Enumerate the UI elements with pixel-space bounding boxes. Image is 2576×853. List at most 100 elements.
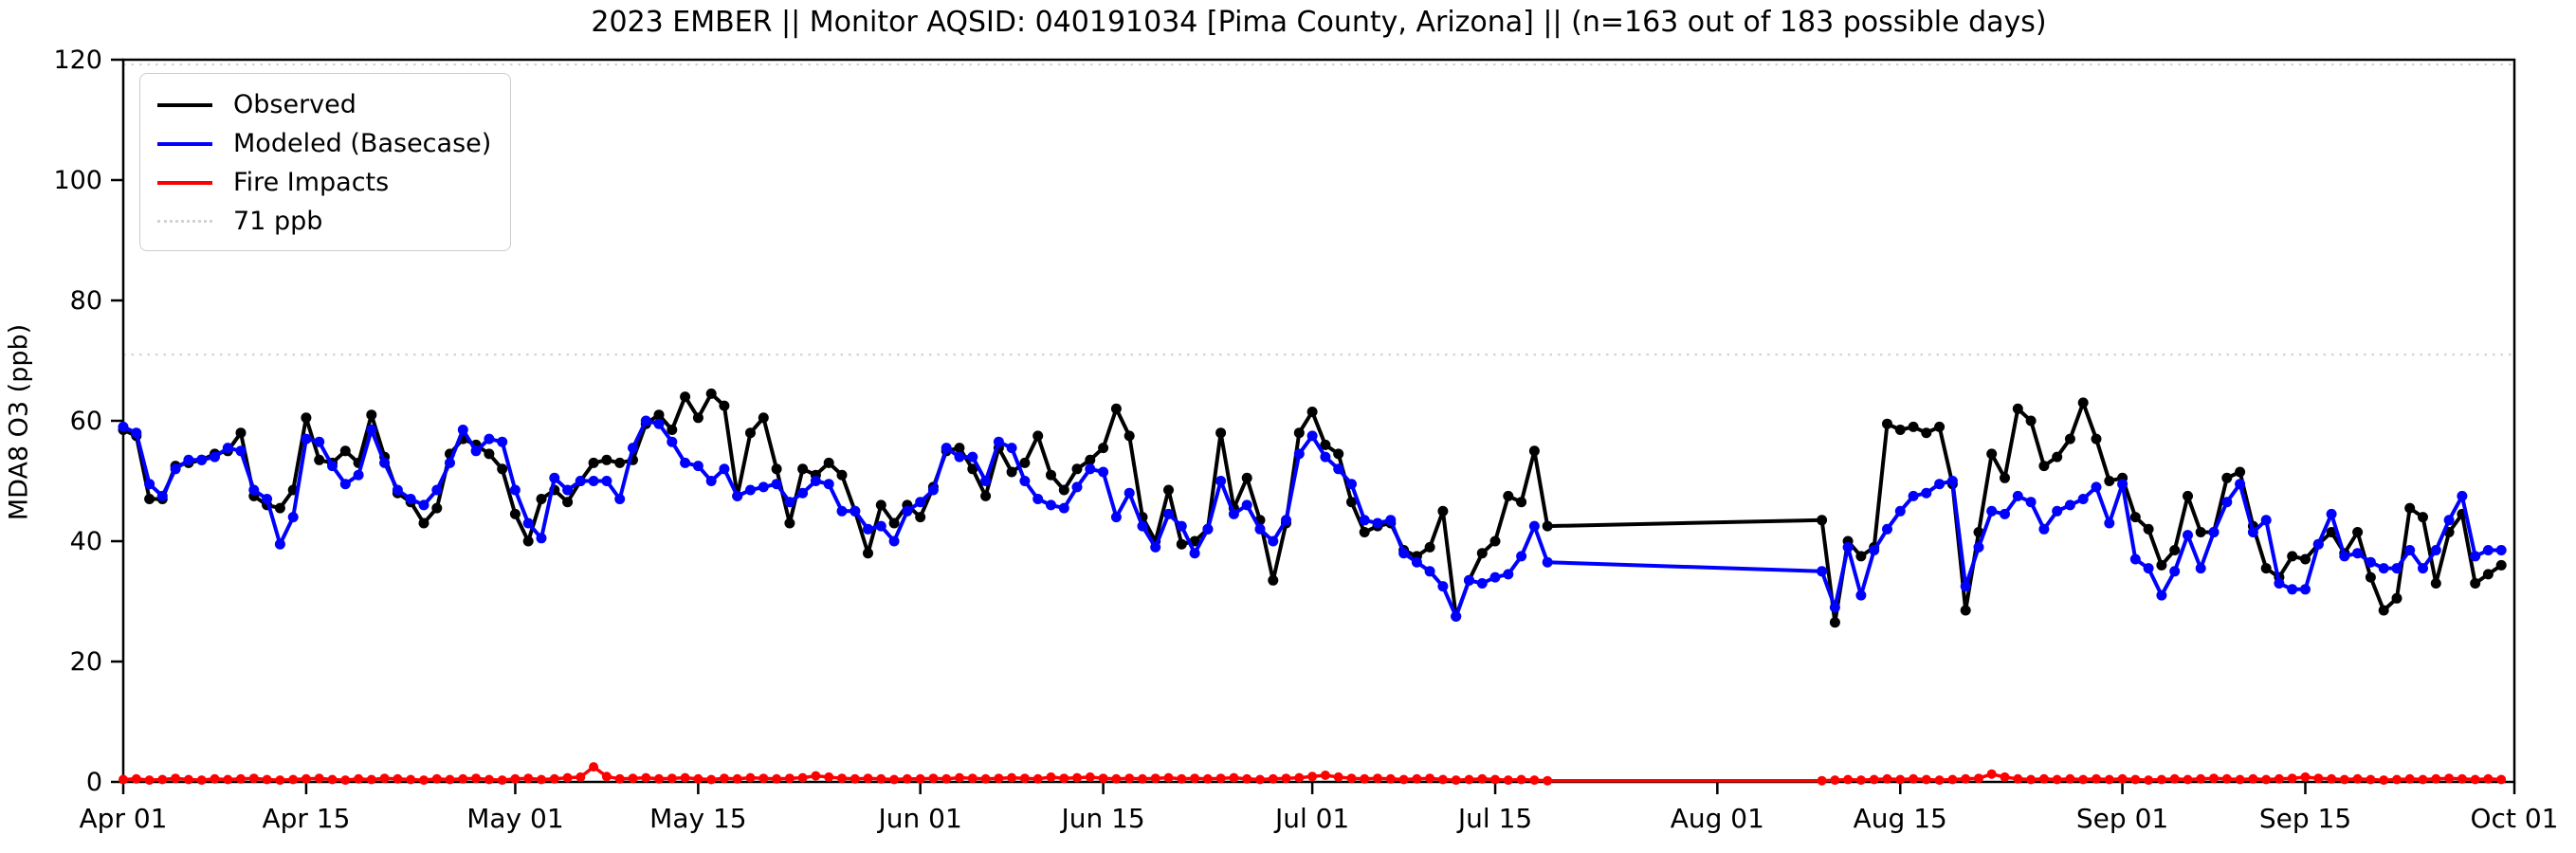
data-point [2130,774,2141,785]
data-point [522,517,534,529]
data-point [1464,774,1474,785]
data-point [1817,566,1828,577]
data-point [471,773,482,784]
data-point [1059,773,1069,784]
data-point [1032,430,1044,442]
data-point [1842,541,1854,553]
data-point [927,484,939,496]
data-point [118,421,129,432]
data-point [144,494,155,504]
data-point [497,775,507,786]
data-point [392,484,403,496]
data-point [1843,774,1854,785]
data-point [418,517,429,529]
data-point [2287,584,2298,595]
data-point [2300,771,2311,782]
data-point [2352,548,2364,559]
data-point [2430,578,2441,589]
data-point [2457,773,2467,784]
data-point [2143,563,2154,574]
data-point [2000,508,2010,519]
data-point [641,772,651,783]
data-point [1110,512,1122,523]
data-point [2038,523,2050,535]
data-point [784,517,795,529]
legend: Observed Modeled (Basecase) Fire Impacts… [139,73,511,251]
data-point [993,436,1004,447]
data-point [797,772,808,783]
data-point [1542,556,1553,568]
data-point [1908,490,1919,501]
x-tick-label: Oct 01 [2471,803,2559,834]
data-point [653,418,665,429]
data-point [1124,773,1135,784]
data-point [784,773,795,784]
data-point [2365,572,2376,583]
data-point [287,512,299,523]
data-point [1046,499,1056,511]
x-tick-label: Apr 15 [262,803,350,834]
data-point [1451,610,1462,622]
data-point [2327,773,2337,784]
data-point [1098,466,1109,478]
data-point [888,517,900,529]
data-point [1516,497,1527,508]
data-point [1934,775,1945,786]
data-point [1110,403,1122,414]
data-point [2000,472,2010,483]
x-tick-label: Aug 15 [1854,803,1947,834]
data-point [2391,592,2402,604]
x-tick-label: Jun 15 [1059,803,1144,834]
data-point [1150,773,1160,784]
data-point [301,773,311,784]
data-point [2091,433,2102,445]
modeled-basecase--series [118,415,2507,622]
data-point [2326,508,2337,519]
data-point [2077,494,2089,504]
data-point [1085,454,1096,465]
data-point [758,481,769,493]
data-point [1986,769,1997,779]
data-point [2221,472,2233,483]
data-point [509,508,521,519]
data-point [954,451,965,463]
data-point [1176,520,1187,532]
data-point [2352,527,2364,537]
data-point [2117,479,2128,490]
data-point [314,773,324,784]
data-point [967,773,977,784]
data-point [614,494,626,504]
data-point [523,773,534,784]
data-point [824,771,834,782]
data-point [1373,773,1382,784]
data-point [588,457,599,468]
data-point [262,774,272,785]
x-tick-label: May 01 [466,803,563,834]
data-point [1320,451,1331,463]
x-tick-label: May 15 [649,803,746,834]
data-point [1986,448,1998,460]
data-point [1489,535,1501,547]
data-point [2391,563,2402,574]
data-point [1202,773,1213,784]
data-point [340,775,351,786]
data-point [2287,773,2297,784]
data-point [614,773,625,784]
data-point [1516,551,1527,562]
data-point [1528,445,1540,457]
data-point [1241,472,1252,483]
data-point [183,774,193,785]
data-point [863,523,873,535]
data-point [1412,773,1422,784]
data-point [1411,556,1422,568]
data-point [1019,476,1031,486]
data-point [941,443,952,454]
data-point [2169,773,2180,784]
data-point [2470,551,2481,562]
legend-label: Observed [233,90,356,119]
data-point [2143,523,2154,535]
data-point [1855,551,1867,562]
fire-impacts-line-swatch [157,180,212,185]
data-point [1346,479,1357,490]
data-point [1254,523,1266,535]
